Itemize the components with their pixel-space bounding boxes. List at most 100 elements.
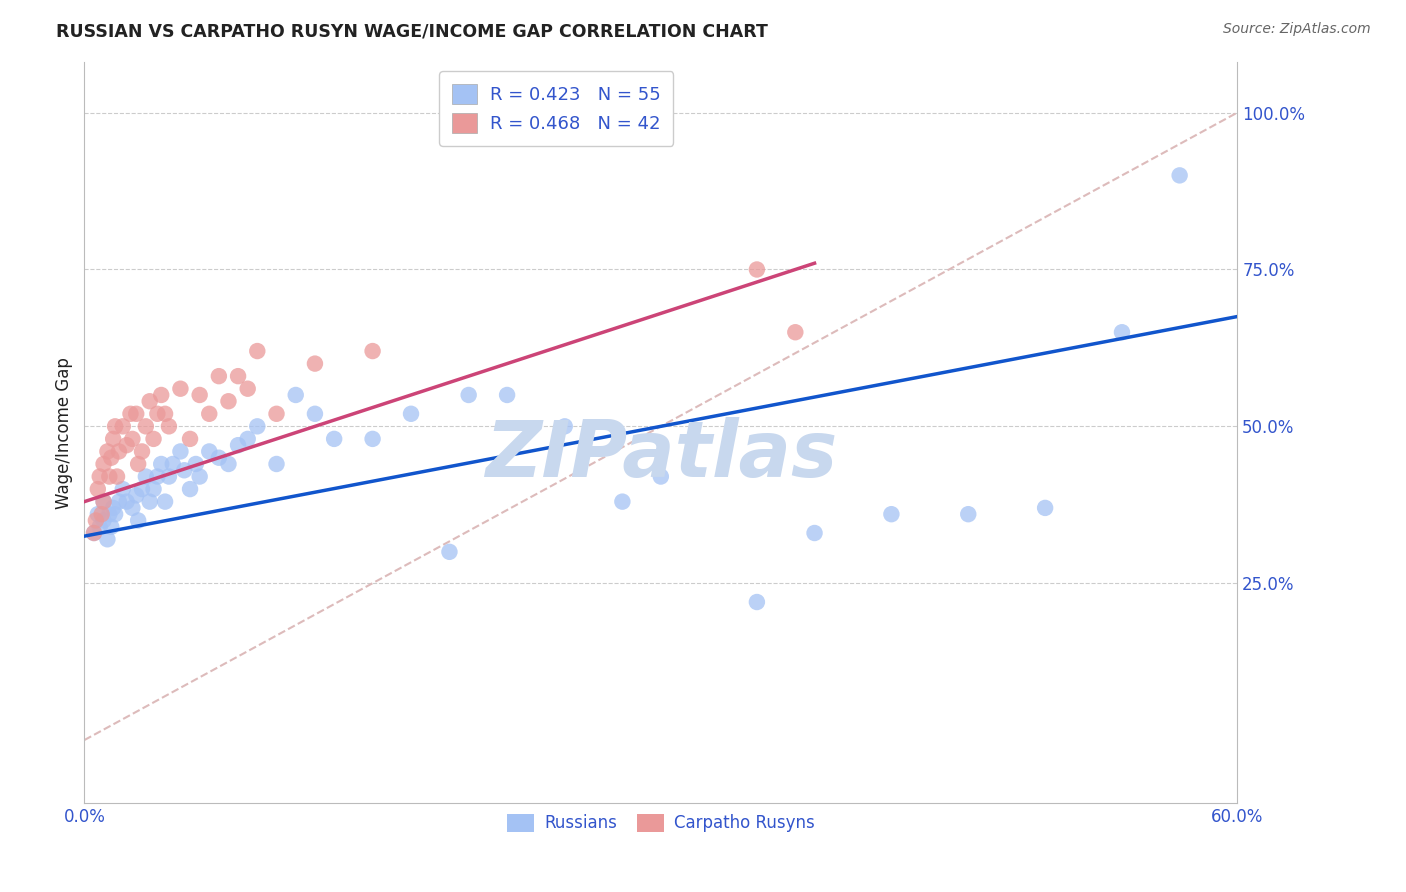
Point <box>803 526 825 541</box>
Point <box>457 388 479 402</box>
Point <box>246 344 269 359</box>
Text: Source: ZipAtlas.com: Source: ZipAtlas.com <box>1223 22 1371 37</box>
Point <box>284 388 307 402</box>
Point <box>135 419 157 434</box>
Point <box>103 500 124 515</box>
Point <box>496 388 519 402</box>
Point <box>179 432 201 446</box>
Point <box>125 488 148 502</box>
Point <box>98 507 121 521</box>
Point <box>93 494 115 508</box>
Point <box>169 444 191 458</box>
Point <box>208 450 231 465</box>
Point <box>957 507 980 521</box>
Point <box>266 407 288 421</box>
Point <box>111 419 134 434</box>
Point <box>115 494 138 508</box>
Point <box>554 419 576 434</box>
Point <box>142 482 165 496</box>
Point <box>1111 325 1133 339</box>
Point <box>89 520 111 534</box>
Point <box>208 369 231 384</box>
Point <box>131 482 153 496</box>
Point <box>138 394 160 409</box>
Point <box>304 407 326 421</box>
Text: ZIPatlas: ZIPatlas <box>485 417 837 493</box>
Point <box>93 457 115 471</box>
Point <box>135 469 157 483</box>
Point <box>87 482 110 496</box>
Point <box>83 526 105 541</box>
Point <box>127 457 149 471</box>
Point <box>226 369 249 384</box>
Point <box>96 533 118 547</box>
Point <box>131 444 153 458</box>
Y-axis label: Wage/Income Gap: Wage/Income Gap <box>55 357 73 508</box>
Point <box>125 407 148 421</box>
Point <box>150 388 173 402</box>
Point <box>226 438 249 452</box>
Point <box>83 526 105 541</box>
Point <box>89 469 111 483</box>
Point <box>105 469 128 483</box>
Point <box>104 419 127 434</box>
Point <box>157 419 180 434</box>
Point <box>198 407 221 421</box>
Point <box>173 463 195 477</box>
Point <box>184 457 207 471</box>
Point <box>218 457 240 471</box>
Point <box>103 432 124 446</box>
Point <box>120 407 142 421</box>
Point <box>439 545 461 559</box>
Point <box>218 394 240 409</box>
Point <box>153 494 176 508</box>
Point <box>323 432 346 446</box>
Point <box>1168 169 1191 183</box>
Point <box>745 262 768 277</box>
Point <box>236 432 259 446</box>
Point <box>98 469 121 483</box>
Point <box>146 407 169 421</box>
Point <box>93 513 115 527</box>
Point <box>121 432 143 446</box>
Point <box>157 469 180 483</box>
Point <box>142 432 165 446</box>
Legend: Russians, Carpatho Rusyns: Russians, Carpatho Rusyns <box>501 807 821 838</box>
Point <box>188 388 211 402</box>
Point <box>361 432 384 446</box>
Text: RUSSIAN VS CARPATHO RUSYN WAGE/INCOME GAP CORRELATION CHART: RUSSIAN VS CARPATHO RUSYN WAGE/INCOME GA… <box>56 22 768 40</box>
Point <box>104 507 127 521</box>
Point <box>84 513 107 527</box>
Point <box>111 482 134 496</box>
Point <box>150 457 173 471</box>
Point <box>246 419 269 434</box>
Point <box>121 500 143 515</box>
Point <box>153 407 176 421</box>
Point <box>100 520 122 534</box>
Point <box>90 507 112 521</box>
Point <box>179 482 201 496</box>
Point <box>87 507 110 521</box>
Point <box>612 494 634 508</box>
Point <box>169 382 191 396</box>
Point <box>399 407 422 421</box>
Point <box>138 494 160 508</box>
Point <box>108 494 131 508</box>
Point <box>93 494 115 508</box>
Point <box>880 507 903 521</box>
Point <box>188 469 211 483</box>
Point <box>127 513 149 527</box>
Point <box>266 457 288 471</box>
Point <box>785 325 807 339</box>
Point <box>162 457 184 471</box>
Point <box>146 469 169 483</box>
Point <box>304 357 326 371</box>
Point <box>108 444 131 458</box>
Point <box>198 444 221 458</box>
Point <box>115 438 138 452</box>
Point <box>650 469 672 483</box>
Point <box>236 382 259 396</box>
Point <box>96 444 118 458</box>
Point <box>361 344 384 359</box>
Point <box>1033 500 1056 515</box>
